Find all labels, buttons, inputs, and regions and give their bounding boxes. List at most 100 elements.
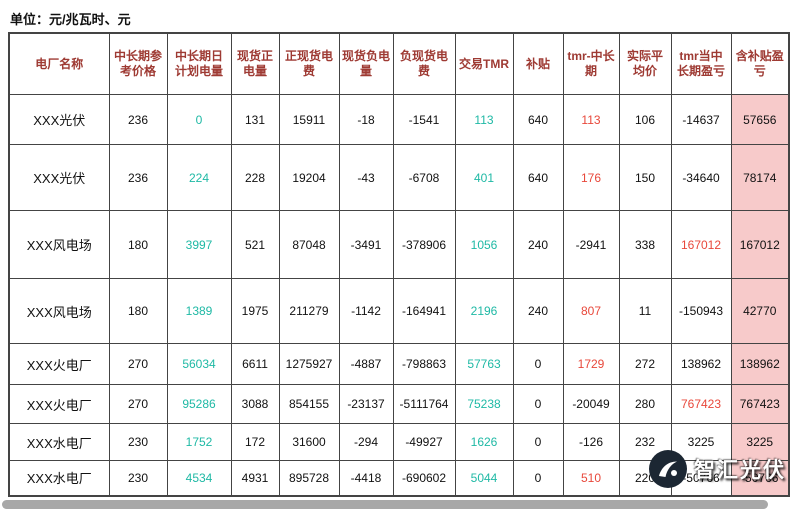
value-cell: -50766: [670, 460, 732, 496]
value-cell: -4887: [338, 343, 394, 385]
value-cell: -43: [338, 144, 394, 211]
value-cell: 113: [454, 94, 514, 145]
column-header: tmr当中长期盈亏: [670, 32, 732, 95]
value-cell: 401: [454, 144, 514, 211]
value-cell: 180: [108, 210, 168, 279]
value-cell: 1975: [230, 278, 280, 344]
value-cell: 272: [618, 343, 672, 385]
plant-name-cell: XXX风电场: [8, 278, 110, 344]
plant-name-cell: XXX火电厂: [8, 384, 110, 424]
value-cell: 4931: [230, 460, 280, 496]
value-cell: 270: [108, 384, 168, 424]
value-cell: -4418: [338, 460, 394, 496]
plant-name-cell: XXX水电厂: [8, 460, 110, 496]
plant-name-cell: XXX风电场: [8, 210, 110, 279]
value-cell: 220: [618, 460, 672, 496]
plant-name-cell: XXX光伏: [8, 94, 110, 145]
column-header: 现货正电量: [230, 32, 280, 95]
value-cell: -3491: [338, 210, 394, 279]
column-header: 正现货电费: [278, 32, 340, 95]
value-cell: -50766: [730, 460, 790, 496]
value-cell: 338: [618, 210, 672, 279]
table-row: XXX火电厂 270 95286 3088 854155 -23137 -5111764 75…: [8, 384, 790, 424]
value-cell: -6708: [392, 144, 456, 211]
value-cell: -150943: [670, 278, 732, 344]
value-cell: 854155: [278, 384, 340, 424]
value-cell: 230: [108, 460, 168, 496]
value-cell: 138962: [670, 343, 732, 385]
value-cell: 3997: [166, 210, 232, 279]
table-row: XXX火电厂 270 56034 6611 1275927 -4887 -798863 577…: [8, 343, 790, 385]
value-cell: 57763: [454, 343, 514, 385]
value-cell: 521: [230, 210, 280, 279]
value-cell: 767423: [670, 384, 732, 424]
value-cell: 224: [166, 144, 232, 211]
value-cell: 230: [108, 423, 168, 461]
value-cell: 150: [618, 144, 672, 211]
value-cell: 240: [512, 278, 564, 344]
column-header: 含补贴盈亏: [730, 32, 790, 95]
value-cell: 1729: [562, 343, 620, 385]
value-cell: 2196: [454, 278, 514, 344]
value-cell: 11: [618, 278, 672, 344]
value-cell: 176: [562, 144, 620, 211]
plant-name-cell: XXX水电厂: [8, 423, 110, 461]
value-cell: 31600: [278, 423, 340, 461]
value-cell: 640: [512, 94, 564, 145]
table-row: XXX风电场 180 1389 1975 211279 -1142 -164941 2196 2…: [8, 278, 790, 344]
value-cell: 3225: [730, 423, 790, 461]
value-cell: 167012: [670, 210, 732, 279]
value-cell: 56034: [166, 343, 232, 385]
value-cell: 0: [512, 384, 564, 424]
column-header: 电厂名称: [8, 32, 110, 95]
value-cell: 167012: [730, 210, 790, 279]
value-cell: -20049: [562, 384, 620, 424]
value-cell: 0: [166, 94, 232, 145]
value-cell: 211279: [278, 278, 340, 344]
value-cell: 172: [230, 423, 280, 461]
column-header: 交易TMR: [454, 32, 514, 95]
value-cell: 0: [512, 460, 564, 496]
value-cell: -378906: [392, 210, 456, 279]
value-cell: 0: [512, 423, 564, 461]
value-cell: -1142: [338, 278, 394, 344]
table-row: XXX风电场 180 3997 521 87048 -3491 -378906 1056 240…: [8, 210, 790, 279]
value-cell: 767423: [730, 384, 790, 424]
value-cell: 236: [108, 94, 168, 145]
column-header: 中长期参考价格: [108, 32, 168, 95]
value-cell: 180: [108, 278, 168, 344]
column-header: tmr-中长期: [562, 32, 620, 95]
table-row: XXX光伏 236 224 228 19204 -43 -6708 401 640 176 150-…: [8, 144, 790, 211]
value-cell: -49927: [392, 423, 456, 461]
value-cell: 270: [108, 343, 168, 385]
value-cell: 1056: [454, 210, 514, 279]
value-cell: -798863: [392, 343, 456, 385]
value-cell: 1275927: [278, 343, 340, 385]
value-cell: 1752: [166, 423, 232, 461]
plant-name-cell: XXX光伏: [8, 144, 110, 211]
column-header: 中长期日计划电量: [166, 32, 232, 95]
table-header-row: 电厂名称 中长期参考价格 中长期日计划电量 现货正电量 正现货电费 现货负电量 负现货电费交…: [8, 32, 790, 95]
table-row: XXX光伏 236 0 131 15911 -18 -1541 113 640 113 106 -14…: [8, 94, 790, 145]
table-row: XXX水电厂 230 4534 4931 895728 -4418 -690602 5044 0…: [8, 460, 790, 496]
column-header: 现货负电量: [338, 32, 394, 95]
value-cell: -14637: [670, 94, 732, 145]
value-cell: 113: [562, 94, 620, 145]
value-cell: 6611: [230, 343, 280, 385]
value-cell: 138962: [730, 343, 790, 385]
column-header: 负现货电费: [392, 32, 456, 95]
value-cell: -2941: [562, 210, 620, 279]
value-cell: 106: [618, 94, 672, 145]
value-cell: 19204: [278, 144, 340, 211]
plant-name-cell: XXX火电厂: [8, 343, 110, 385]
value-cell: 280: [618, 384, 672, 424]
value-cell: 75238: [454, 384, 514, 424]
value-cell: -690602: [392, 460, 456, 496]
horizontal-scrollbar[interactable]: [2, 500, 768, 509]
value-cell: 510: [562, 460, 620, 496]
unit-label: 单位：元/兆瓦时、元: [10, 12, 131, 27]
value-cell: -23137: [338, 384, 394, 424]
value-cell: 131: [230, 94, 280, 145]
value-cell: 236: [108, 144, 168, 211]
value-cell: 4534: [166, 460, 232, 496]
